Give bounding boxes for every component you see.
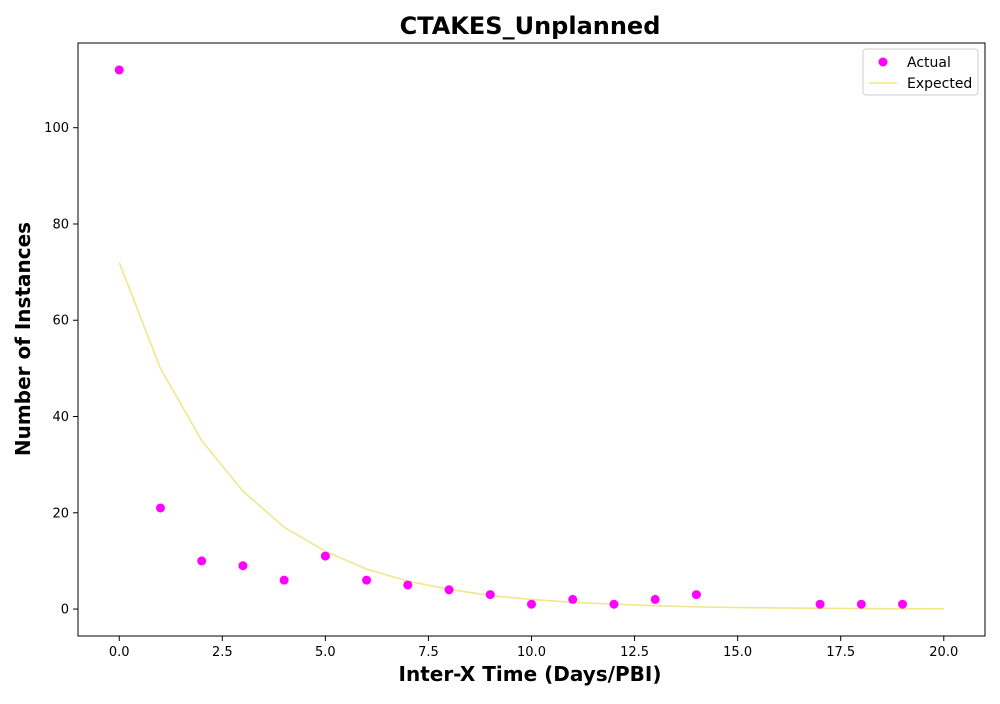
x-tick-label: 0.0 [109,645,130,660]
x-tick-label: 15.0 [723,645,752,660]
data-point-actual [403,580,413,590]
data-point-actual [320,551,330,561]
data-point-actual [155,503,165,513]
data-point-actual [362,575,372,585]
data-point-actual [238,561,248,571]
data-point-actual [815,599,825,609]
data-point-actual [197,556,207,566]
legend-marker-actual [878,57,888,67]
y-tick-label: 0 [61,603,69,618]
x-tick-label: 2.5 [212,645,233,660]
chart-title: CTAKES_Unplanned [400,12,661,40]
y-tick-label: 20 [52,506,69,521]
y-tick-label: 80 [52,217,69,232]
data-point-actual [279,575,289,585]
legend-label: Actual [907,55,951,71]
legend: Actual Expected [862,48,979,96]
series-line-expected [118,262,944,610]
data-point-actual [568,594,578,604]
data-point-actual [650,594,660,604]
data-point-actual [691,590,701,600]
y-tick-label: 100 [44,121,69,136]
x-axis-label: Inter-X Time (Days/PBI) [399,662,662,686]
y-axis-label: Number of Instances [11,222,35,456]
y-tick-label: 40 [52,410,69,425]
x-tick-label: 20.0 [929,645,958,660]
data-point-actual [485,590,495,600]
x-tick-label: 7.5 [418,645,439,660]
x-tick-label: 17.5 [826,645,855,660]
data-point-actual [856,599,866,609]
plot-frame [77,42,986,637]
data-point-actual [609,599,619,609]
y-tick-label: 60 [52,314,69,329]
x-tick-label: 10.0 [517,645,546,660]
data-point-actual [114,65,124,75]
data-point-actual [898,599,908,609]
data-point-actual [527,599,536,609]
plot-area: 0.0 2.5 5.0 7.5 10.0 12.5 15.0 17.5 20.0 0 20 40 60 8… [44,42,986,660]
x-tick-label: 12.5 [620,645,649,660]
legend-label: Expected [907,76,972,92]
data-point-actual [444,585,454,595]
x-tick-label: 5.0 [315,645,336,660]
